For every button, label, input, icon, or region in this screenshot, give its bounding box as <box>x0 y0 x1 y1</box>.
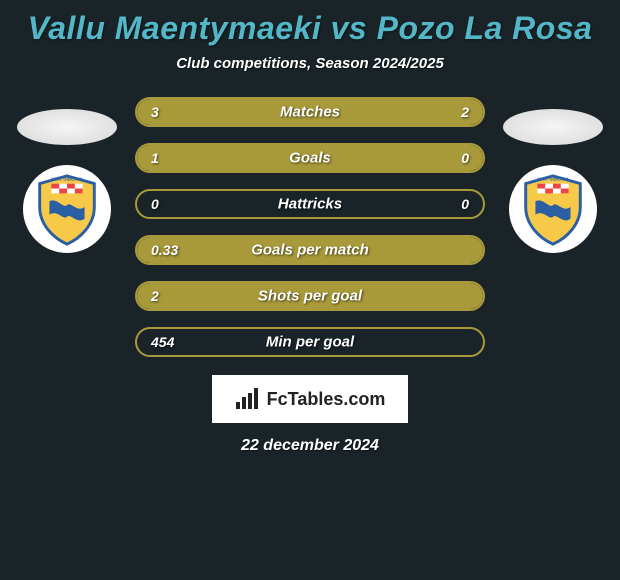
stat-fill-right <box>400 145 483 171</box>
stat-value-left: 454 <box>151 334 174 350</box>
stats-column: 3 Matches 2 1 Goals 0 0 Hattricks 0 0.33 Goals per… <box>135 97 485 357</box>
stat-label: Hattricks <box>278 196 342 213</box>
stat-label: Min per goal <box>266 334 354 351</box>
shield-icon: HNK ŠIBENIK <box>28 170 106 248</box>
player1-name: Vallu Maentymaeki <box>28 10 322 46</box>
right-player-column: HNK ŠIBENIK <box>503 109 603 253</box>
footer-date: 22 december 2024 <box>241 437 379 455</box>
stat-row: 0.33 Goals per match <box>135 235 485 265</box>
stat-row: 2 Shots per goal <box>135 281 485 311</box>
brand-prefix: Fc <box>267 389 288 409</box>
player2-club-badge: HNK ŠIBENIK <box>509 165 597 253</box>
player2-photo-placeholder <box>503 109 603 145</box>
player1-club-badge: HNK ŠIBENIK <box>23 165 111 253</box>
stat-value-right: 2 <box>461 104 469 120</box>
stat-row: 3 Matches 2 <box>135 97 485 127</box>
stat-value-left: 1 <box>151 150 159 166</box>
stat-row: 1 Goals 0 <box>135 143 485 173</box>
stat-value-right: 0 <box>461 196 469 212</box>
stat-row: 454 Min per goal <box>135 327 485 357</box>
subtitle: Club competitions, Season 2024/2025 <box>176 55 444 72</box>
brand-text: FcTables.com <box>267 389 386 410</box>
left-player-column: HNK ŠIBENIK <box>17 109 117 253</box>
stat-label: Goals per match <box>251 242 369 259</box>
page-title: Vallu Maentymaeki vs Pozo La Rosa <box>28 10 593 47</box>
brand-main: Tables <box>288 389 344 409</box>
stat-value-left: 3 <box>151 104 159 120</box>
vs-text: vs <box>331 10 368 46</box>
brand-suffix: .com <box>343 389 385 409</box>
stat-value-left: 0.33 <box>151 242 178 258</box>
player2-name: Pozo La Rosa <box>377 10 593 46</box>
stat-value-left: 0 <box>151 196 159 212</box>
stat-value-left: 2 <box>151 288 159 304</box>
stat-row: 0 Hattricks 0 <box>135 189 485 219</box>
stat-fill-left <box>137 145 400 171</box>
player1-photo-placeholder <box>17 109 117 145</box>
stat-label: Goals <box>289 150 331 167</box>
brand-logo: FcTables.com <box>212 375 408 423</box>
chart-icon <box>235 388 261 410</box>
shield-icon: HNK ŠIBENIK <box>514 170 592 248</box>
stat-value-right: 0 <box>461 150 469 166</box>
stat-label: Matches <box>280 104 340 121</box>
main-area: HNK ŠIBENIK 3Matches21Goals00Hattricks00… <box>0 97 620 357</box>
comparison-card: Vallu Maentymaeki vs Pozo La Rosa Club c… <box>0 0 620 455</box>
stat-label: Shots per goal <box>258 288 362 305</box>
